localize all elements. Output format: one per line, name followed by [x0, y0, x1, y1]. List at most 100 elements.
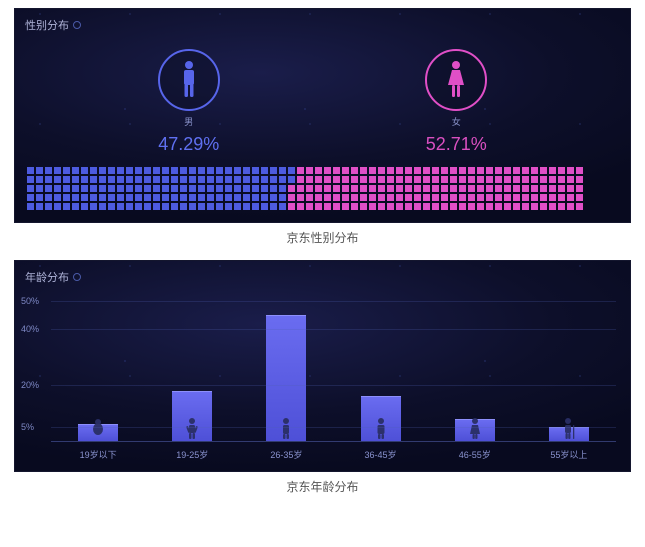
waffle-cell: [252, 167, 259, 174]
waffle-cell: [549, 194, 556, 201]
waffle-cell: [45, 185, 52, 192]
waffle-cell: [513, 194, 520, 201]
waffle-cell: [225, 185, 232, 192]
waffle-cell: [495, 176, 502, 183]
waffle-cell: [486, 167, 493, 174]
age-caption: 京东年龄分布: [0, 478, 645, 495]
waffle-cell: [72, 194, 79, 201]
waffle-cell: [198, 203, 205, 210]
y-axis-label: 5%: [21, 422, 34, 432]
waffle-cell: [459, 185, 466, 192]
waffle-column: [558, 167, 565, 210]
waffle-column: [306, 167, 313, 210]
gender-male: 男 47.29%: [158, 49, 220, 155]
waffle-cell: [333, 185, 340, 192]
waffle-column: [324, 167, 331, 210]
waffle-cell: [270, 185, 277, 192]
waffle-column: [126, 167, 133, 210]
waffle-column: [351, 167, 358, 210]
waffle-cell: [315, 176, 322, 183]
waffle-cell: [378, 176, 385, 183]
waffle-cell: [306, 167, 313, 174]
waffle-cell: [270, 203, 277, 210]
waffle-cell: [288, 176, 295, 183]
female-percentage: 52.71%: [425, 134, 487, 155]
waffle-cell: [126, 203, 133, 210]
waffle-cell: [198, 185, 205, 192]
waffle-cell: [567, 194, 574, 201]
waffle-cell: [387, 176, 394, 183]
waffle-column: [63, 167, 70, 210]
waffle-column: [90, 167, 97, 210]
waffle-cell: [126, 167, 133, 174]
waffle-cell: [144, 194, 151, 201]
waffle-cell: [216, 167, 223, 174]
waffle-cell: [567, 167, 574, 174]
waffle-cell: [414, 185, 421, 192]
grid-line: [51, 329, 616, 330]
waffle-cell: [522, 203, 529, 210]
waffle-column: [216, 167, 223, 210]
waffle-cell: [432, 194, 439, 201]
gender-row: 男 47.29% 女 52.71%: [15, 35, 630, 163]
waffle-cell: [72, 176, 79, 183]
waffle-cell: [216, 203, 223, 210]
elder-icon: [561, 417, 577, 439]
waffle-cell: [234, 185, 241, 192]
waffle-cell: [279, 176, 286, 183]
waffle-cell: [27, 185, 34, 192]
waffle-cell: [486, 194, 493, 201]
info-icon[interactable]: [73, 21, 81, 29]
waffle-cell: [522, 194, 529, 201]
waffle-cell: [117, 167, 124, 174]
waffle-cell: [144, 185, 151, 192]
waffle-cell: [63, 185, 70, 192]
female-icon: [444, 60, 468, 100]
waffle-cell: [549, 167, 556, 174]
adult-icon: [278, 417, 294, 439]
waffle-cell: [99, 167, 106, 174]
waffle-cell: [306, 194, 313, 201]
waffle-cell: [576, 167, 583, 174]
waffle-cell: [333, 176, 340, 183]
waffle-column: [117, 167, 124, 210]
waffle-cell: [558, 176, 565, 183]
waffle-cell: [387, 203, 394, 210]
waffle-column: [225, 167, 232, 210]
waffle-cell: [207, 167, 214, 174]
waffle-cell: [297, 194, 304, 201]
waffle-cell: [432, 185, 439, 192]
waffle-cell: [504, 203, 511, 210]
waffle-cell: [387, 167, 394, 174]
waffle-cell: [54, 176, 61, 183]
panel-title: 性别分布: [25, 17, 69, 33]
waffle-cell: [99, 203, 106, 210]
waffle-cell: [567, 176, 574, 183]
waffle-column: [405, 167, 412, 210]
waffle-cell: [387, 185, 394, 192]
waffle-cell: [450, 185, 457, 192]
waffle-cell: [162, 203, 169, 210]
waffle-cell: [162, 185, 169, 192]
waffle-cell: [324, 167, 331, 174]
waffle-cell: [180, 176, 187, 183]
age-chart-area: 50%40%20%5%: [15, 287, 630, 441]
waffle-column: [387, 167, 394, 210]
waffle-cell: [459, 194, 466, 201]
waffle-cell: [360, 185, 367, 192]
waffle-cell: [198, 167, 205, 174]
waffle-cell: [207, 203, 214, 210]
waffle-column: [279, 167, 286, 210]
waffle-cell: [513, 167, 520, 174]
waffle-cell: [54, 167, 61, 174]
waffle-cell: [135, 185, 142, 192]
gender-distribution-panel: 性别分布 男 47.29%: [14, 8, 631, 223]
waffle-cell: [342, 203, 349, 210]
waffle-cell: [360, 176, 367, 183]
waffle-cell: [378, 185, 385, 192]
waffle-cell: [216, 194, 223, 201]
waffle-column: [567, 167, 574, 210]
waffle-cell: [162, 167, 169, 174]
info-icon[interactable]: [73, 273, 81, 281]
waffle-column: [549, 167, 556, 210]
